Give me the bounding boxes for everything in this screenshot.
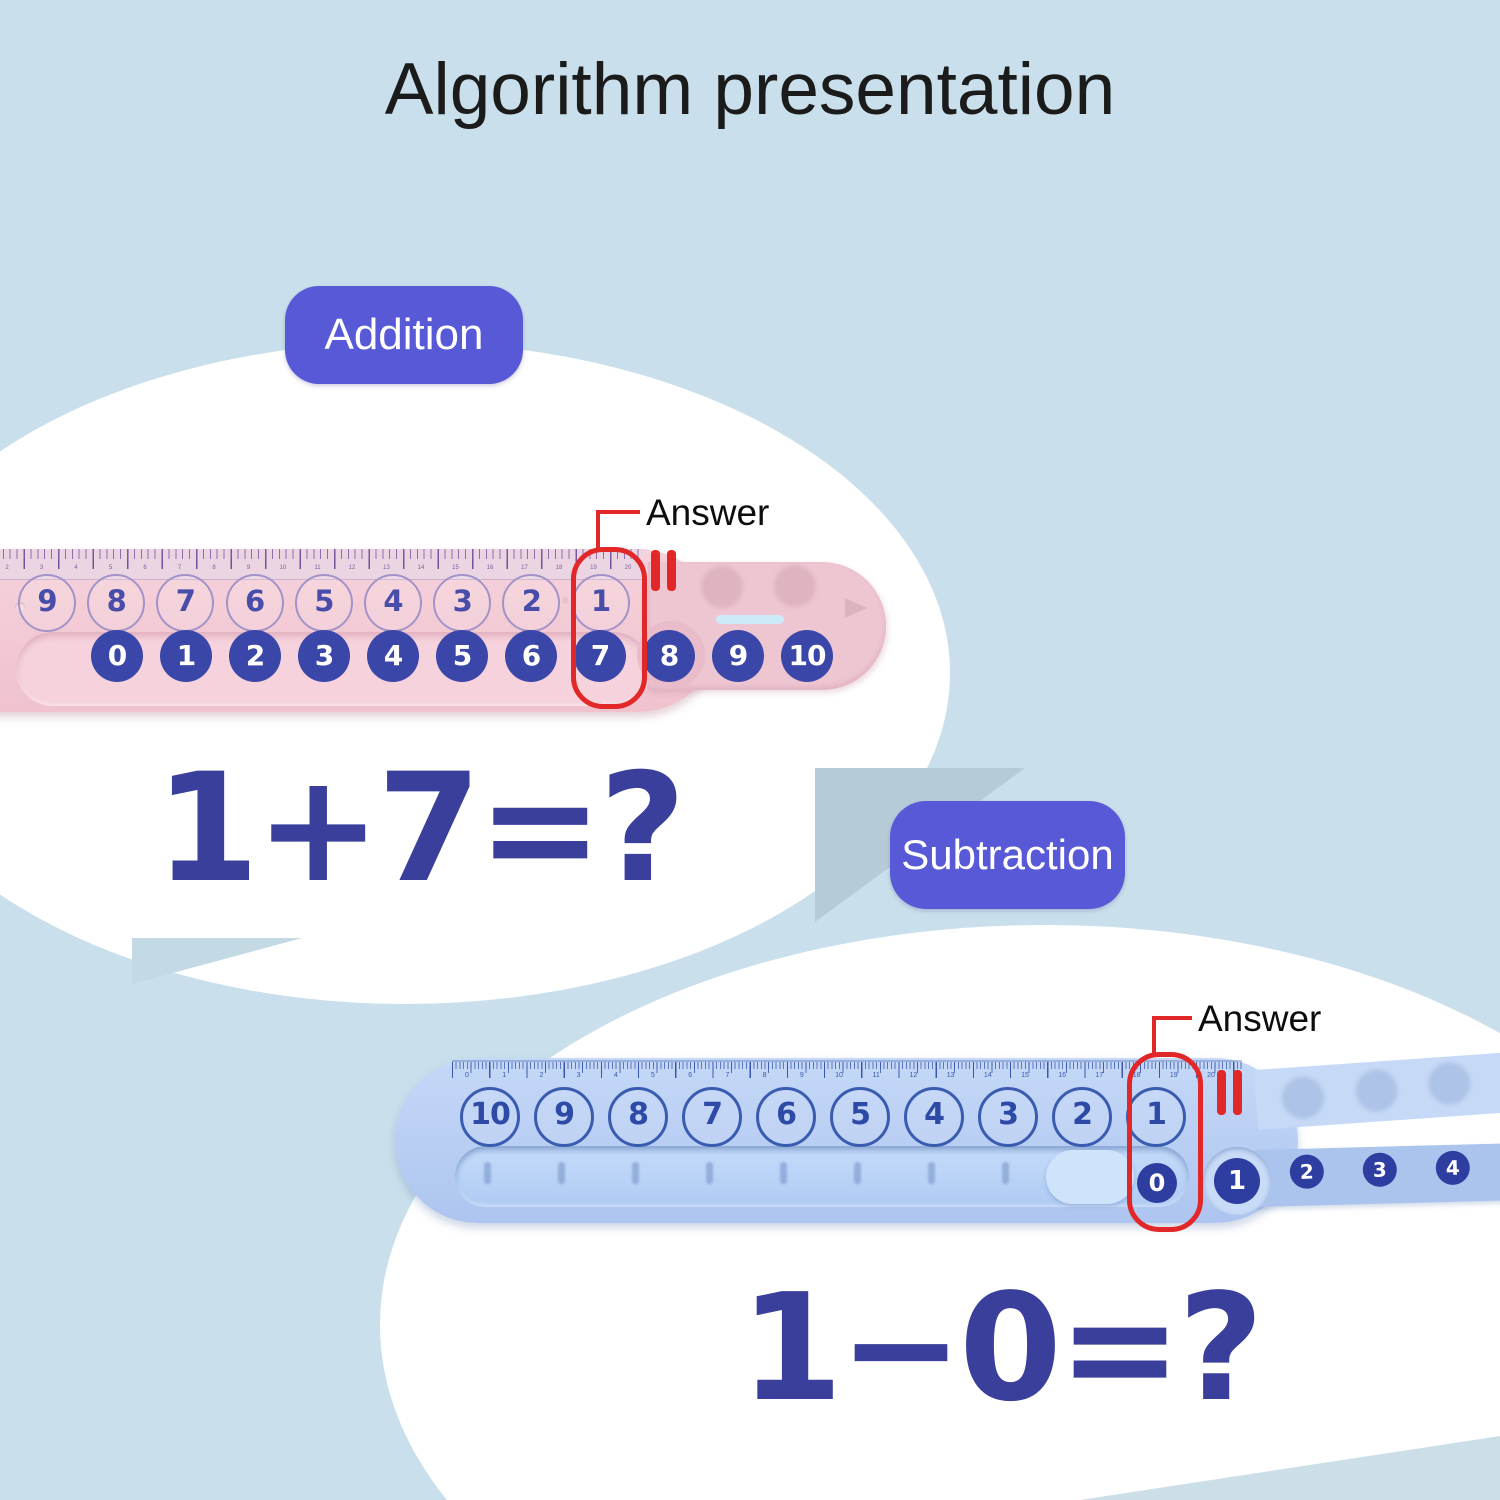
addition-answer-label: Answer (646, 492, 770, 533)
ghost-dash (780, 1162, 787, 1184)
addition-badge: Addition (285, 286, 523, 384)
number-circle-lower: 5 (436, 630, 488, 682)
number-circle-lower: 6 (505, 630, 557, 682)
number-circle-upper: 4 (904, 1087, 964, 1147)
red-equals-icon (667, 550, 676, 591)
number-circle-tail: 4 (1435, 1150, 1471, 1186)
number-circle-upper: 7 (682, 1087, 742, 1147)
ghost-dash (484, 1162, 491, 1184)
pink-slider-window (716, 615, 784, 624)
red-equals-icon (651, 550, 660, 591)
number-circle-upper: 9 (534, 1087, 594, 1147)
number-circle-upper: 5 (294, 574, 353, 632)
blue-slider-extension-strip: 2 3 4 (1255, 1143, 1500, 1207)
number-circle-upper: 1 (1126, 1087, 1186, 1147)
pink-ruler-pin-dot (562, 597, 569, 604)
number-circle-lower: 4 (367, 630, 419, 682)
ghost-dash (928, 1162, 935, 1184)
number-circle-upper: 2 (502, 574, 561, 632)
number-circle-lower: 1 (160, 630, 212, 682)
number-circle-upper: 5 (830, 1087, 890, 1147)
subtraction-equation: 1−0=? (740, 1262, 1264, 1434)
number-circle-upper: 8 (87, 574, 146, 632)
number-circle-lower: 9 (712, 630, 764, 682)
number-circle-tail: 3 (1362, 1152, 1398, 1188)
blue-ghost-circle (1354, 1068, 1400, 1113)
pink-ghost-circle (774, 565, 816, 607)
page-title: Algorithm presentation (384, 49, 1116, 130)
number-circle-upper: 8 (608, 1087, 668, 1147)
number-circle-upper: 6 (225, 574, 284, 632)
number-circle-upper: 10 (460, 1087, 520, 1147)
number-circle-lower: 3 (298, 630, 350, 682)
ghost-dash (854, 1162, 861, 1184)
subtraction-answer-bracket-h (1152, 1016, 1192, 1020)
number-circle-upper: 9 (18, 574, 76, 632)
number-circle-lower: 0 (1137, 1163, 1177, 1203)
blue-slider-tail (1046, 1150, 1134, 1204)
blue-ghost-circle (1426, 1061, 1472, 1106)
ghost-dash (706, 1162, 713, 1184)
subtraction-answer-bracket-v (1152, 1016, 1156, 1054)
number-circle-lower: 10 (781, 630, 833, 682)
number-circle-upper: 6 (756, 1087, 816, 1147)
number-circle-upper: 4 (364, 574, 422, 632)
blue-ghost-circle (1280, 1075, 1326, 1121)
number-circle-upper: 3 (433, 574, 492, 632)
number-circle-lower: 0 (91, 630, 143, 682)
ghost-dash (1002, 1162, 1009, 1184)
subtraction-badge: Subtraction (890, 801, 1125, 909)
number-circle-lower: 7 (574, 630, 626, 682)
addition-answer-bracket-h (596, 510, 640, 514)
addition-answer-bracket-v (596, 510, 600, 550)
red-equals-icon (1217, 1070, 1226, 1115)
subtraction-answer-highlight-box (1127, 1052, 1203, 1232)
number-circle-tail: 2 (1289, 1154, 1325, 1190)
number-circle-lower: 2 (229, 630, 281, 682)
pink-ghost-circle (701, 566, 743, 608)
ghost-dash (558, 1162, 565, 1184)
number-circle-lower: 8 (643, 630, 695, 682)
addition-equation: 1+7=? (155, 742, 686, 916)
number-circle-knob: 1 (1214, 1158, 1260, 1204)
ghost-dash (632, 1162, 639, 1184)
subtraction-answer-label: Answer (1198, 998, 1322, 1039)
number-circle-upper: 2 (1052, 1087, 1112, 1147)
number-circle-upper: 7 (156, 574, 215, 632)
red-equals-icon (1233, 1070, 1242, 1115)
number-circle-upper: 3 (978, 1087, 1038, 1147)
addition-answer-highlight-box (571, 547, 647, 709)
